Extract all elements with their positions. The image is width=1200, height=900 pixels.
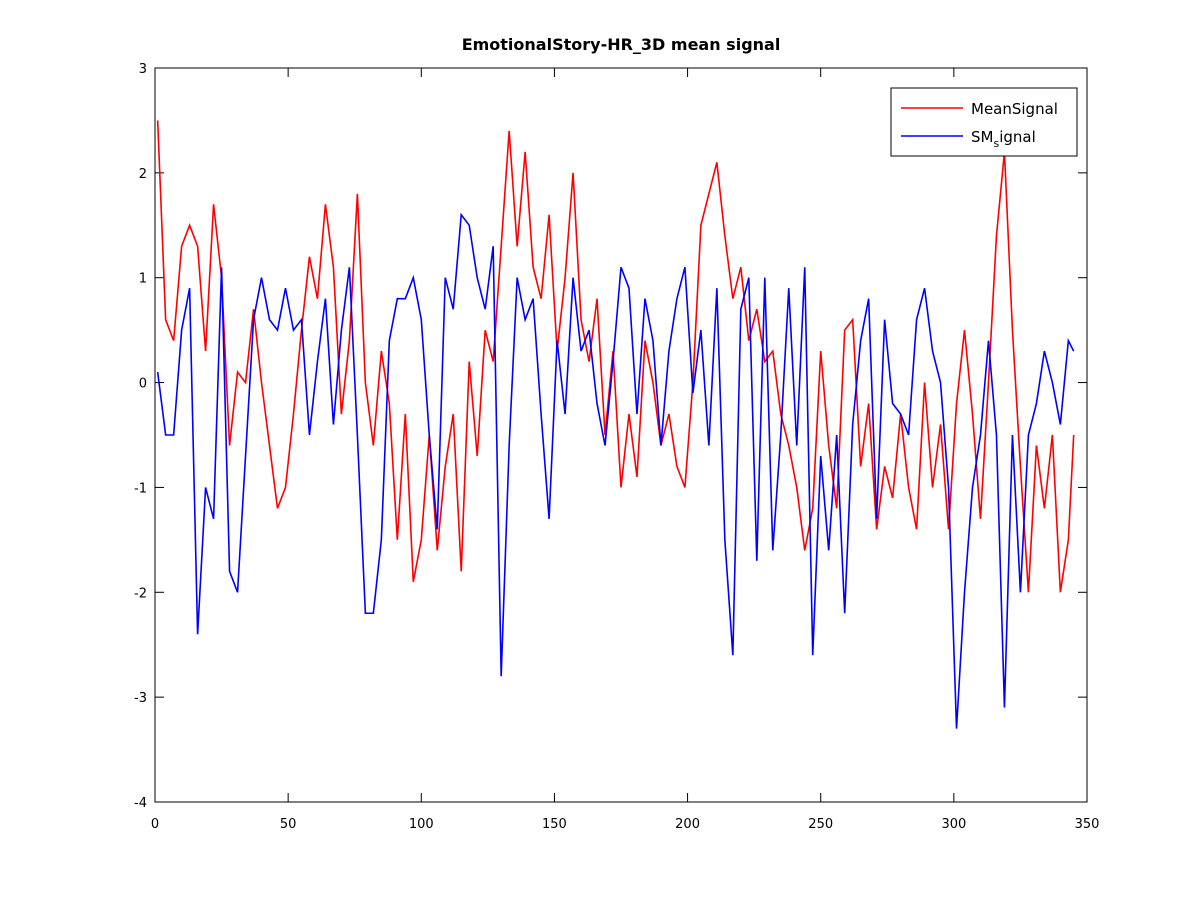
y-tick-label: -2 xyxy=(134,586,147,601)
y-tick-label: 3 xyxy=(139,62,147,77)
y-tick-label: 0 xyxy=(139,377,147,392)
y-tick-label: -1 xyxy=(134,481,147,496)
x-tick-label: 300 xyxy=(941,817,966,832)
chart-title: EmotionalStory-HR_3D mean signal xyxy=(462,35,781,54)
y-tick-label: -3 xyxy=(134,691,147,706)
axes-box xyxy=(154,67,1088,803)
x-tick-label: 100 xyxy=(409,817,434,832)
x-tick-label: 200 xyxy=(675,817,700,832)
x-tick-label: 150 xyxy=(542,817,567,832)
legend-box xyxy=(890,87,1078,157)
legend-label: MeanSignal xyxy=(971,100,1058,118)
y-tick-label: -4 xyxy=(134,796,147,811)
y-tick-label: 2 xyxy=(139,167,147,182)
x-tick-label: 50 xyxy=(280,817,297,832)
x-tick-label: 250 xyxy=(808,817,833,832)
y-tick-label: 1 xyxy=(139,272,147,287)
legend-label: SMsignal xyxy=(971,128,1036,150)
x-tick-label: 0 xyxy=(151,817,159,832)
data-line xyxy=(156,212,1075,729)
x-tick-label: 350 xyxy=(1075,817,1100,832)
data-line xyxy=(156,120,1075,593)
